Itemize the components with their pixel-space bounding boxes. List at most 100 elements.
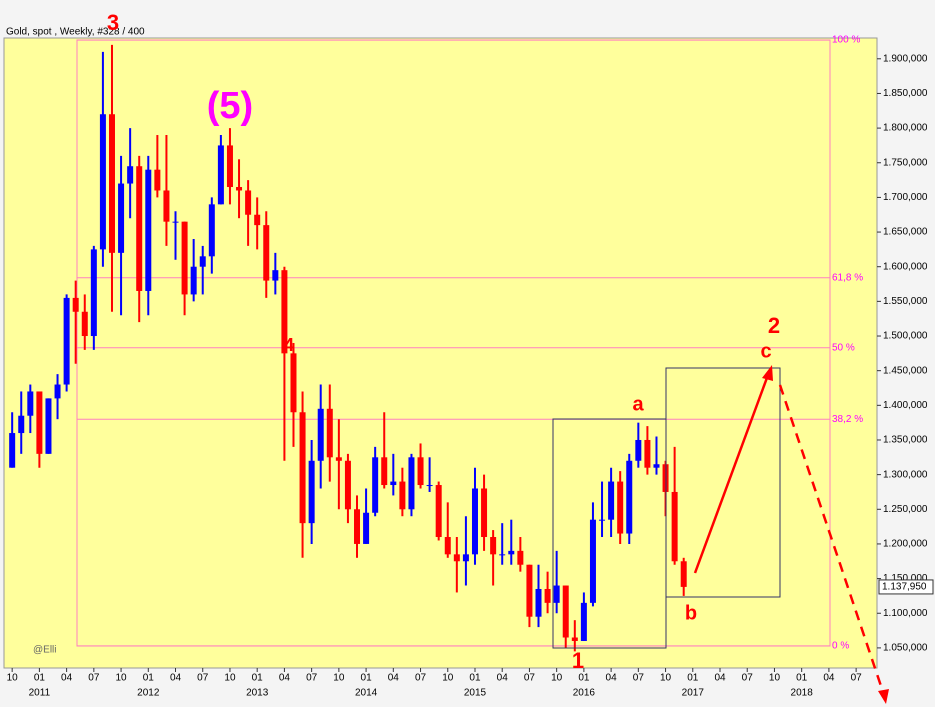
x-tick-label: 01	[361, 673, 373, 684]
y-tick-label: 1.150,000	[883, 573, 928, 584]
x-tick-label: 10	[551, 673, 563, 684]
candle-body	[190, 266, 197, 295]
candle-body	[217, 145, 224, 205]
x-tick-label: 04	[823, 673, 835, 684]
candle-body	[299, 412, 306, 524]
x-year-label: 2011	[29, 688, 51, 699]
y-tick-label: 1.650,000	[883, 227, 928, 238]
y-tick-label: 1.550,000	[883, 296, 928, 307]
x-tick-label: 07	[633, 673, 645, 684]
y-tick-label: 1.750,000	[883, 157, 928, 168]
candle-body	[453, 554, 460, 562]
candle-body	[653, 464, 660, 468]
x-tick-label: 10	[224, 673, 236, 684]
fib-label: 0 %	[832, 640, 849, 651]
candle-body	[226, 145, 233, 188]
candle-body	[381, 457, 388, 486]
candle-body	[508, 550, 515, 555]
candle-body	[344, 460, 351, 510]
x-tick-label: 07	[742, 673, 754, 684]
projection-arrow	[778, 384, 885, 693]
x-tick-label: 10	[769, 673, 781, 684]
y-tick-label: 1.900,000	[883, 53, 928, 64]
x-tick-label: 07	[88, 673, 100, 684]
candle-body	[163, 190, 170, 222]
candle-body	[272, 270, 279, 281]
wave-label: b	[685, 602, 697, 624]
candle-body	[644, 439, 651, 468]
y-tick-label: 1.500,000	[883, 331, 928, 342]
candle-body	[172, 221, 179, 223]
candle-body	[571, 637, 578, 641]
candle-body	[18, 415, 25, 434]
projection-arrow	[693, 374, 770, 574]
candle-body	[108, 114, 115, 253]
candle-body	[254, 214, 261, 226]
x-year-label: 2014	[355, 688, 378, 699]
x-tick-label: 10	[7, 673, 19, 684]
y-tick-label: 1.300,000	[883, 469, 928, 480]
x-year-label: 2016	[573, 688, 596, 699]
candle-body	[589, 519, 596, 603]
candle-body	[27, 391, 34, 416]
plot-area	[3, 37, 878, 669]
candle-body	[526, 564, 533, 617]
candle-body	[599, 519, 606, 521]
wave-label: 1	[572, 648, 584, 673]
candle-body	[81, 311, 88, 337]
x-tick-label: 04	[279, 673, 291, 684]
x-tick-label: 07	[197, 673, 209, 684]
candle-body	[281, 270, 288, 354]
x-tick-label: 04	[170, 673, 182, 684]
y-tick-label: 1.450,000	[883, 365, 928, 376]
candle-body	[335, 457, 342, 461]
x-tick-label: 07	[415, 673, 427, 684]
last-price-label: 1.137,950	[882, 582, 927, 593]
fib-label: 38,2 %	[832, 414, 863, 425]
candle-body	[9, 433, 16, 468]
x-year-label: 2015	[464, 688, 487, 699]
candle-body	[617, 481, 624, 534]
candle-body	[462, 554, 469, 562]
candle-body	[236, 187, 243, 191]
x-tick-label: 01	[687, 673, 699, 684]
x-tick-label: 04	[606, 673, 618, 684]
wave-box	[665, 367, 781, 598]
candle-body	[426, 485, 433, 487]
x-tick-label: 04	[61, 673, 73, 684]
candle-body	[562, 585, 569, 638]
candle-body	[72, 297, 79, 312]
x-year-label: 2012	[137, 688, 160, 699]
wave-label: 2	[768, 313, 780, 338]
x-tick-label: 07	[524, 673, 536, 684]
x-year-label: 2013	[246, 688, 269, 699]
candle-body	[372, 457, 379, 513]
x-tick-label: 10	[333, 673, 345, 684]
y-tick-label: 1.250,000	[883, 504, 928, 515]
candle-body	[499, 554, 506, 556]
x-tick-label: 10	[442, 673, 454, 684]
y-tick-label: 1.100,000	[883, 608, 928, 619]
x-tick-label: 10	[660, 673, 672, 684]
x-tick-label: 01	[578, 673, 590, 684]
candle-body	[435, 485, 442, 538]
candle-body	[199, 256, 206, 267]
y-tick-label: 1.850,000	[883, 88, 928, 99]
candle-body	[245, 190, 252, 215]
candle-body	[99, 114, 106, 250]
y-tick-label: 1.050,000	[883, 643, 928, 654]
wave-label: 4	[284, 335, 294, 355]
candle-body	[354, 509, 361, 544]
candle-body	[680, 561, 687, 587]
x-tick-label: 04	[497, 673, 509, 684]
arrow-head	[762, 365, 773, 381]
chart-title: Gold, spot , Weekly, #328 / 400	[6, 27, 145, 38]
candle-body	[544, 588, 551, 603]
candle-body	[408, 457, 415, 510]
x-tick-label: 01	[143, 673, 155, 684]
arrow-head	[878, 689, 889, 704]
y-tick-label: 1.400,000	[883, 400, 928, 411]
x-tick-label: 01	[796, 673, 808, 684]
x-tick-label: 07	[851, 673, 863, 684]
